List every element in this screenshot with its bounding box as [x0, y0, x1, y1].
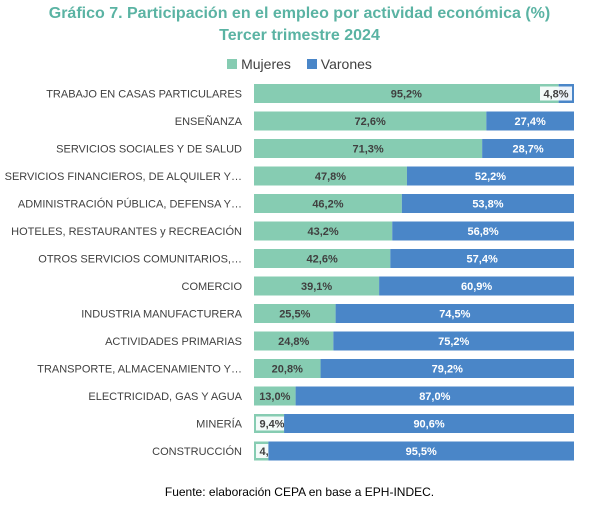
category-label: CONSTRUCCIÓN — [152, 445, 242, 458]
data-label-mujeres: 42,6% — [307, 254, 338, 266]
bar-mujeres — [254, 111, 487, 131]
source-note: Fuente: elaboración CEPA en base a EPH-I… — [164, 485, 435, 499]
bar-mujeres — [254, 304, 336, 323]
bar-varones — [295, 386, 574, 406]
bar-varones — [335, 304, 574, 323]
data-label-varones: 27,4% — [515, 116, 546, 128]
data-label-varones: 95,5% — [406, 446, 437, 458]
data-label-mujeres: 25,5% — [279, 309, 310, 321]
legend-swatch-varones — [306, 59, 317, 69]
bar-mujeres — [254, 441, 269, 461]
data-label-mujeres: 24,8% — [278, 336, 309, 348]
bar-varones — [482, 139, 574, 158]
category-label: TRANSPORTE, ALMACENAMIENTO Y… — [37, 364, 242, 376]
bar-varones — [320, 359, 574, 378]
category-label: TRABAJO EN CASAS PARTICULARES — [46, 89, 242, 101]
bar-mujeres — [254, 249, 391, 268]
category-label: OTROS SERVICIOS COMUNITARIOS,… — [38, 254, 242, 266]
data-label-varones: 74,5% — [439, 309, 470, 321]
data-label-box — [540, 86, 572, 101]
data-label-varones: 4,8% — [543, 89, 568, 101]
bar-varones — [401, 194, 574, 213]
bar-mujeres — [254, 194, 402, 213]
bar-varones — [379, 276, 574, 296]
data-label-mujeres: 13,0% — [259, 391, 290, 403]
data-label-mujeres: 20,8% — [272, 364, 303, 376]
data-label-mujeres: 71,3% — [352, 144, 383, 156]
bar-mujeres — [254, 276, 380, 296]
category-label: COMERCIO — [182, 281, 243, 293]
category-label: ADMINISTRACIÓN PÚBLICA, DEFENSA Y… — [18, 198, 242, 211]
category-label: ELECTRICIDAD, GAS Y AGUA — [88, 391, 242, 403]
category-label: SERVICIOS SOCIALES Y DE SALUD — [56, 144, 242, 156]
data-label-varones: 56,8% — [468, 226, 499, 238]
bar-varones — [390, 249, 574, 268]
legend-label-mujeres: Mujeres — [241, 56, 291, 72]
category-label: ACTIVIDADES PRIMARIAS — [105, 336, 242, 348]
data-label-box — [256, 416, 288, 431]
chart-title: Gráfico 7. Participación en el empleo po… — [48, 5, 551, 22]
bar-varones — [392, 221, 574, 241]
data-label-varones: 60,9% — [461, 281, 492, 293]
bar-varones — [284, 414, 574, 433]
data-label-mujeres: 47,8% — [315, 171, 346, 183]
data-label-mujeres: 46,2% — [312, 199, 343, 211]
legend: Mujeres Varones — [0, 56, 599, 72]
data-label-mujeres: 43,2% — [308, 226, 339, 238]
data-label-varones: 87,0% — [419, 391, 450, 403]
bar-varones — [558, 84, 574, 103]
legend-item-mujeres: Mujeres — [227, 56, 291, 72]
data-label-mujeres: 9,4% — [259, 419, 284, 431]
bar-mujeres — [254, 331, 334, 351]
category-label: INDUSTRIA MANUFACTURERA — [81, 309, 242, 321]
bar-varones — [333, 331, 574, 351]
bar-mujeres — [254, 386, 296, 406]
category-label: HOTELES, RESTAURANTES y RECREACIÓN — [11, 225, 242, 238]
legend-item-varones: Varones — [306, 56, 372, 72]
category-label: MINERÍA — [196, 418, 243, 431]
bar-varones — [486, 111, 574, 131]
data-label-varones: 57,4% — [467, 254, 498, 266]
data-label-varones: 53,8% — [472, 199, 503, 211]
data-label-varones: 28,7% — [512, 144, 543, 156]
bar-varones — [406, 166, 574, 186]
data-label-mujeres: 39,1% — [301, 281, 332, 293]
data-label-varones: 75,2% — [438, 336, 469, 348]
bar-mujeres — [254, 166, 407, 186]
data-label-mujeres: 95,2% — [391, 89, 422, 101]
category-label: SERVICIOS FINANCIEROS, DE ALQUILER Y… — [5, 171, 242, 183]
bar-mujeres — [254, 221, 393, 241]
data-label-varones: 52,2% — [475, 171, 506, 183]
bar-mujeres — [254, 414, 285, 433]
legend-label-varones: Varones — [320, 56, 372, 72]
data-label-varones: 90,6% — [413, 419, 444, 431]
chart-subtitle: Tercer trimestre 2024 — [219, 27, 380, 44]
bar-mujeres — [254, 84, 559, 103]
bar-mujeres — [254, 139, 483, 158]
data-label-mujeres: 72,6% — [355, 116, 386, 128]
bar-mujeres — [254, 359, 321, 378]
legend-swatch-mujeres — [227, 59, 238, 69]
data-label-varones: 79,2% — [432, 364, 463, 376]
data-label-box — [256, 444, 288, 458]
category-label: ENSEÑANZA — [175, 115, 243, 128]
data-label-mujeres: 4,5% — [259, 446, 284, 458]
bar-varones — [268, 441, 574, 461]
